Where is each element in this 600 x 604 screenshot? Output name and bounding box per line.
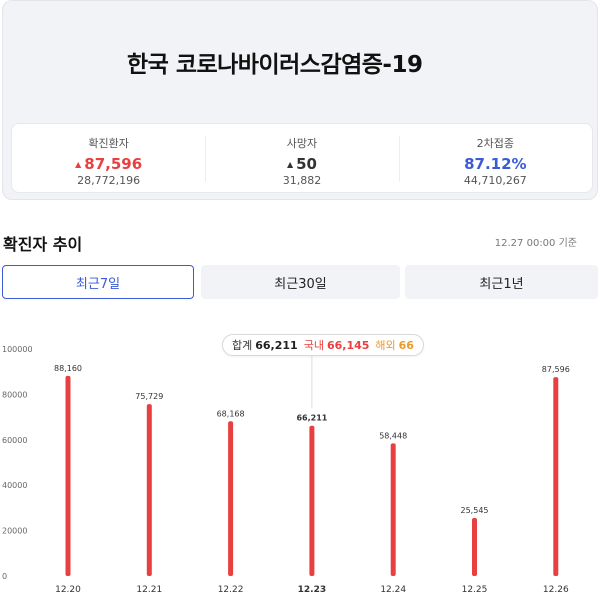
- up-arrow-icon: ▲: [75, 159, 82, 169]
- bar-12.20: [65, 375, 71, 576]
- bar-12.26: [553, 377, 559, 576]
- y-tick-label: 100000: [2, 345, 33, 354]
- stat-label: 확진환자: [88, 137, 129, 150]
- bar-12.25: [472, 518, 477, 576]
- x-tick-label: 12.23: [298, 585, 326, 595]
- summary-panel: 한국 코로나바이러스감염증-19 확진환자 ▲ 87,596 28,772,19…: [2, 0, 598, 200]
- stats-card: 확진환자 ▲ 87,596 28,772,196 사망자 ▲ 50 31,882…: [11, 123, 593, 193]
- stat-total: 28,772,196: [77, 174, 141, 187]
- stat-vaccination[interactable]: 2차접종 87.12% 44,710,267: [398, 124, 592, 192]
- stat-total: 31,882: [282, 174, 322, 187]
- stat-total: 44,710,267: [463, 174, 527, 187]
- stat-deaths[interactable]: 사망자 ▲ 50 31,882: [205, 124, 398, 192]
- bar-value-label: 75,729: [135, 392, 163, 401]
- tooltip-total-value: 66,211: [255, 338, 298, 352]
- page-title: 한국 코로나바이러스감염증-19: [127, 52, 423, 78]
- bar-value-label: 68,168: [217, 409, 245, 418]
- bar-value-label: 87,596: [542, 365, 570, 374]
- bar-value-label: 58,448: [379, 431, 407, 440]
- tab-recent-30-days[interactable]: 최근30일: [201, 265, 400, 299]
- bar-12.23: [309, 425, 315, 576]
- tooltip-total-label: 합계: [232, 339, 253, 352]
- tab-recent-7-days[interactable]: 최근7일: [2, 265, 194, 299]
- bar-12.21: [146, 404, 152, 576]
- y-tick-label: 0: [2, 572, 7, 581]
- stat-label: 사망자: [286, 137, 318, 150]
- tooltip-domestic-label: 국내: [303, 339, 324, 352]
- period-tabs: 최근7일 최근30일 최근1년: [2, 265, 598, 299]
- bar-value-label: 25,545: [461, 506, 489, 515]
- y-tick-label: 80000: [2, 390, 27, 399]
- up-arrow-icon: ▲: [286, 159, 294, 169]
- x-tick-label: 12.21: [136, 585, 162, 595]
- tooltip-overseas-value: 66: [398, 338, 414, 352]
- section-date: 12.27 00:00 기준: [494, 238, 577, 249]
- bar-value-label: 66,211: [296, 414, 327, 423]
- y-tick-label: 20000: [2, 527, 27, 536]
- stat-value: ▲ 50: [287, 155, 317, 173]
- cases-chart: 0 20000 40000 60000 80000 100000 88,160 12.20 75…: [0, 320, 600, 604]
- section-title: 확진자 추이: [3, 235, 83, 254]
- y-tick-label: 40000: [2, 481, 27, 490]
- y-tick-label: 60000: [2, 436, 27, 445]
- cases-bar-chart: 0 20000 40000 60000 80000 100000 88,160 12.20 75…: [2, 336, 570, 595]
- stat-value: ▲ 87,596: [75, 155, 142, 173]
- stat-delta: 50: [296, 155, 317, 173]
- stat-delta: 87.12%: [464, 155, 527, 173]
- stat-delta: 87,596: [84, 155, 143, 173]
- x-tick-label: 12.26: [543, 585, 569, 595]
- stat-confirmed[interactable]: 확진환자 ▲ 87,596 28,772,196: [12, 124, 205, 192]
- chart-tooltip: 합계 66,211 국내 66,145 해외 66: [222, 334, 424, 356]
- bar-value-label: 88,160: [54, 364, 82, 373]
- bar-12.24: [390, 443, 396, 576]
- x-tick-label: 12.24: [380, 585, 406, 595]
- tooltip-domestic-value: 66,145: [326, 338, 370, 352]
- x-tick-label: 12.20: [55, 585, 81, 595]
- tooltip-overseas-label: 해외: [375, 339, 396, 352]
- stat-value: 87.12%: [464, 155, 526, 173]
- bar-12.22: [228, 421, 234, 576]
- x-tick-label: 12.22: [218, 585, 244, 595]
- stat-label: 2차접종: [476, 137, 514, 150]
- x-tick-label: 12.25: [462, 585, 488, 595]
- tab-recent-1-year[interactable]: 최근1년: [405, 265, 598, 299]
